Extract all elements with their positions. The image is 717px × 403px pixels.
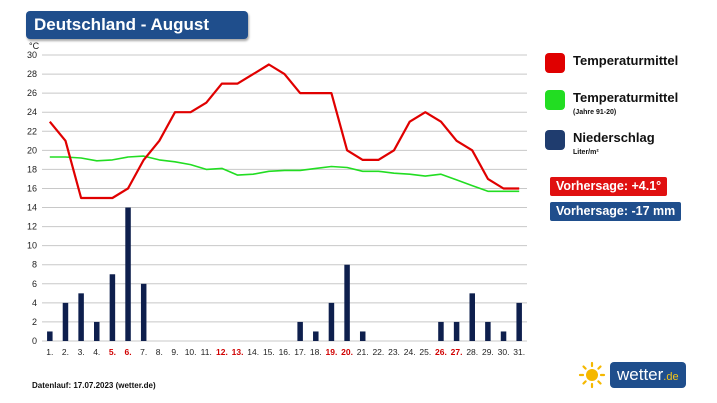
legend-sub-years: (Jahre 91-20) <box>573 109 617 116</box>
legend-label-temperature: Temperaturmittel <box>573 53 679 68</box>
x-tick-label: 29. <box>482 347 494 357</box>
x-tick-label: 11. <box>201 347 212 357</box>
precipitation-bar <box>94 321 100 341</box>
precipitation-bar <box>485 321 491 341</box>
x-tick-label: 28. <box>466 347 478 357</box>
y-tick-label: 2 <box>32 317 37 327</box>
y-tick-label: 0 <box>32 336 37 346</box>
x-tick-label: 18. <box>310 347 322 357</box>
legend-item-temperature: Temperaturmittel <box>545 53 678 73</box>
legend-sub-unit: Liter/m² <box>573 149 599 156</box>
x-tick-label: 26. <box>435 347 447 357</box>
legend-label-temperature-average: Temperaturmittel <box>573 90 679 105</box>
x-tick-label: 2. <box>62 347 69 357</box>
logo-name: wetter <box>617 365 664 384</box>
precipitation-bar <box>344 264 350 341</box>
y-tick-label: 4 <box>32 298 37 308</box>
x-tick-label: 15. <box>263 347 275 357</box>
y-tick-label: 12 <box>27 222 37 232</box>
precipitation-bar <box>328 302 335 341</box>
sun-icon <box>578 361 606 389</box>
x-tick-label: 13. <box>232 347 244 357</box>
legend-swatch-temperature <box>545 53 565 73</box>
y-tick-label: 22 <box>27 126 37 136</box>
x-tick-label: 19. <box>326 347 338 357</box>
precipitation-forecast-badge: Vorhersage: -17 mm <box>550 202 682 221</box>
x-tick-label: 5. <box>109 347 116 357</box>
temperature-line <box>48 63 520 200</box>
y-tick-label: 24 <box>27 107 37 117</box>
x-tick-label: 17. <box>294 347 306 357</box>
precipitation-bar <box>469 293 475 341</box>
x-tick-label: 12. <box>216 347 228 357</box>
x-tick-label: 21. <box>357 347 369 357</box>
legend-item-temperature-average: Temperaturmittel (Jahre 91-20) <box>545 90 678 116</box>
precipitation-bar <box>500 331 507 341</box>
legend-item-precipitation: Niederschlag Liter/m² <box>545 130 655 156</box>
x-tick-label: 22. <box>372 347 384 357</box>
x-tick-label: 9. <box>171 347 178 357</box>
y-tick-label: 8 <box>32 260 37 270</box>
x-tick-label: 23. <box>388 347 400 357</box>
page-title: Deutschland - August <box>26 11 248 39</box>
legend-swatch-precipitation <box>545 130 565 150</box>
y-tick-label: 28 <box>27 69 37 79</box>
y-tick-label: 10 <box>27 241 37 251</box>
precipitation-bar <box>297 321 303 341</box>
x-tick-label: 10. <box>185 347 197 357</box>
x-tick-label: 7. <box>140 347 147 357</box>
x-tick-label: 14. <box>247 347 259 357</box>
y-tick-label: 20 <box>27 145 37 155</box>
precipitation-bar <box>62 302 69 341</box>
x-tick-label: 24. <box>404 347 416 357</box>
precipitation-bar <box>516 302 522 341</box>
wetter-logo[interactable]: wetter.de <box>578 361 686 389</box>
legend-label-precipitation: Niederschlag <box>573 130 655 145</box>
data-run-note: Datenlauf: 17.07.2023 (wetter.de) <box>32 381 156 390</box>
x-tick-label: 31. <box>513 347 525 357</box>
y-tick-label: 16 <box>27 183 37 193</box>
logo-tld: .de <box>663 371 679 383</box>
x-tick-label: 6. <box>125 347 132 357</box>
y-axis-unit: °C <box>29 41 40 51</box>
precipitation-bar <box>78 293 84 341</box>
x-tick-label: 30. <box>498 347 510 357</box>
logo-wordmark: wetter.de <box>610 362 686 388</box>
y-tick-label: 18 <box>27 164 37 174</box>
precipitation-bar <box>125 207 131 341</box>
x-tick-label: 25. <box>419 347 431 357</box>
precipitation-bar <box>438 321 444 341</box>
temperature-average-line <box>49 155 520 193</box>
y-tick-label: 30 <box>27 50 37 60</box>
y-tick-label: 6 <box>32 279 37 289</box>
precipitation-bar <box>359 331 366 341</box>
x-tick-label: 1. <box>46 347 53 357</box>
precipitation-bar <box>453 321 460 341</box>
y-tick-label: 14 <box>27 203 37 213</box>
legend-swatch-temperature-average <box>545 90 565 110</box>
x-tick-label: 20. <box>341 347 353 357</box>
x-tick-label: 16. <box>279 347 291 357</box>
precipitation-bar <box>313 331 319 341</box>
x-tick-label: 8. <box>156 347 163 357</box>
precipitation-bar <box>140 283 147 341</box>
temperature-forecast-badge: Vorhersage: +4.1° <box>550 177 668 196</box>
x-tick-label: 27. <box>451 347 463 357</box>
x-tick-label: 4. <box>93 347 100 357</box>
precipitation-bar <box>109 274 116 341</box>
x-tick-label: 3. <box>78 347 85 357</box>
y-tick-label: 26 <box>27 88 37 98</box>
precipitation-bar <box>47 331 53 341</box>
